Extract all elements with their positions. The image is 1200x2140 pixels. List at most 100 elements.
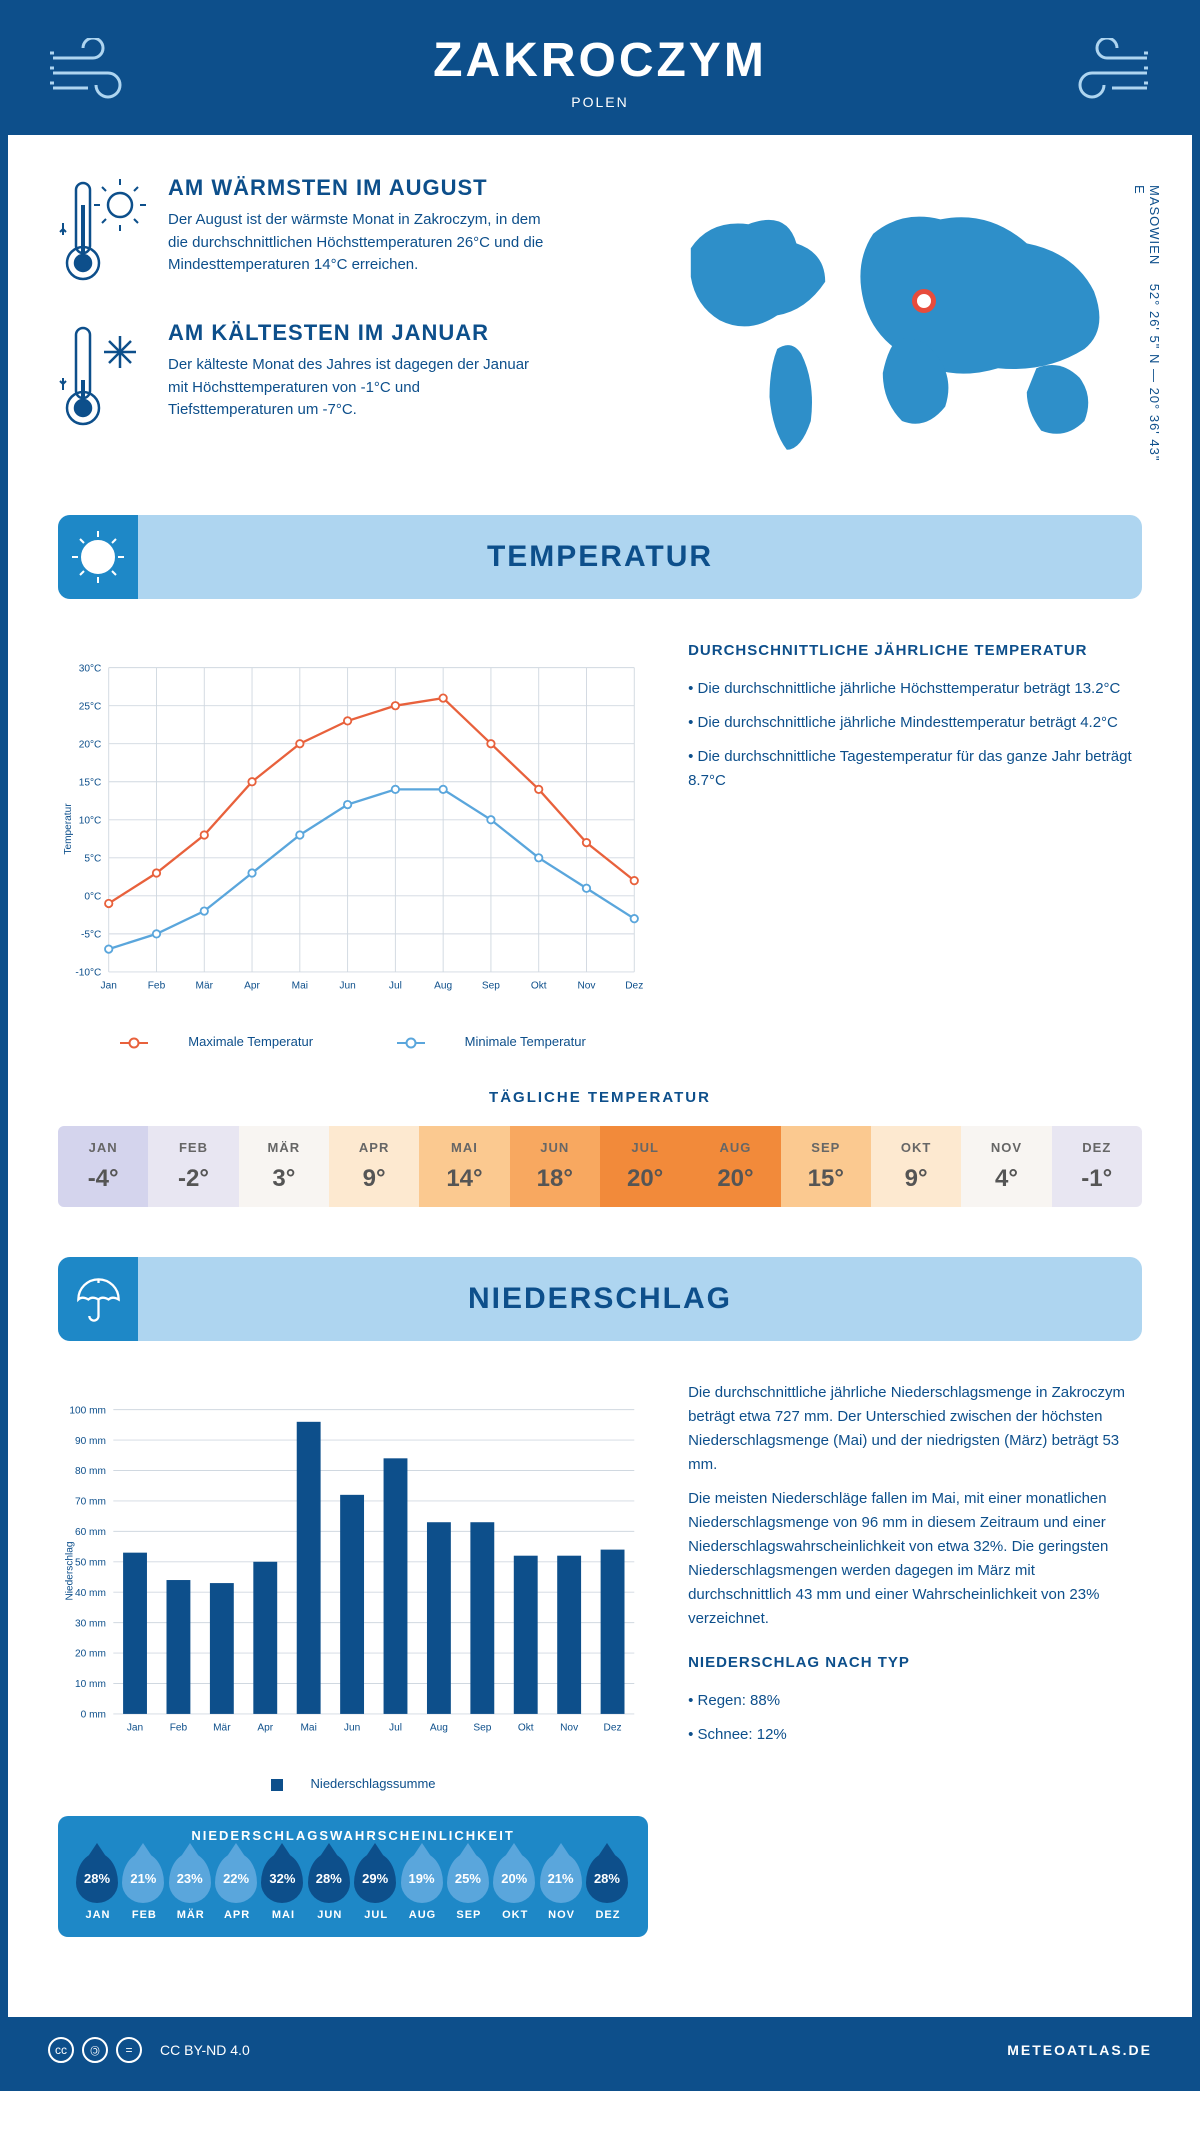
svg-text:10 mm: 10 mm bbox=[75, 1679, 106, 1690]
temp-cell: JAN-4° bbox=[58, 1126, 148, 1207]
stats-title: DURCHSCHNITTLICHE JÄHRLICHE TEMPERATUR bbox=[688, 639, 1142, 663]
svg-text:Jan: Jan bbox=[101, 981, 117, 992]
precipitation-bar-chart: 0 mm10 mm20 mm30 mm40 mm50 mm60 mm70 mm8… bbox=[58, 1381, 648, 1761]
nd-icon: = bbox=[116, 2037, 142, 2063]
fact-coldest: AM KÄLTESTEN IM JANUAR Der kälteste Mona… bbox=[58, 320, 622, 435]
svg-text:10°C: 10°C bbox=[79, 815, 102, 826]
sun-icon bbox=[58, 515, 138, 599]
temperature-stats: DURCHSCHNITTLICHE JÄHRLICHE TEMPERATUR •… bbox=[688, 639, 1142, 1049]
license: cc 🄯 = CC BY-ND 4.0 bbox=[48, 2037, 250, 2063]
probability-drop: 22%APR bbox=[215, 1853, 259, 1921]
license-text: CC BY-ND 4.0 bbox=[160, 2042, 250, 2058]
svg-text:90 mm: 90 mm bbox=[75, 1436, 106, 1447]
temperature-legend: Maximale Temperatur Minimale Temperatur bbox=[58, 1034, 648, 1049]
svg-text:50 mm: 50 mm bbox=[75, 1557, 106, 1568]
precipitation-chart-col: 0 mm10 mm20 mm30 mm40 mm50 mm60 mm70 mm8… bbox=[58, 1381, 648, 1937]
svg-text:Dez: Dez bbox=[604, 1723, 622, 1734]
probability-drop: 29%JUL bbox=[354, 1853, 398, 1921]
probability-drop: 20%OKT bbox=[493, 1853, 537, 1921]
umbrella-icon bbox=[58, 1257, 138, 1341]
svg-text:Mär: Mär bbox=[196, 981, 214, 992]
probability-drop: 23%MÄR bbox=[169, 1853, 213, 1921]
svg-text:Mär: Mär bbox=[213, 1723, 231, 1734]
probability-drop: 28%DEZ bbox=[586, 1853, 630, 1921]
temp-cell: FEB-2° bbox=[148, 1126, 238, 1207]
svg-text:Jul: Jul bbox=[389, 1723, 402, 1734]
city-title: ZAKROCZYM bbox=[28, 33, 1172, 88]
temp-cell: NOV4° bbox=[961, 1126, 1051, 1207]
svg-text:20 mm: 20 mm bbox=[75, 1649, 106, 1660]
stat-line: • Die durchschnittliche jährliche Höchst… bbox=[688, 677, 1142, 701]
svg-text:Apr: Apr bbox=[257, 1723, 273, 1734]
by-icon: 🄯 bbox=[82, 2037, 108, 2063]
svg-text:Mai: Mai bbox=[301, 1723, 317, 1734]
precip-p2: Die meisten Niederschläge fallen im Mai,… bbox=[688, 1487, 1142, 1631]
svg-text:-10°C: -10°C bbox=[75, 968, 101, 979]
precip-type-title: NIEDERSCHLAG NACH TYP bbox=[688, 1651, 1142, 1675]
precipitation-legend: Niederschlagssumme bbox=[58, 1776, 648, 1791]
temp-cell: JUL20° bbox=[600, 1126, 690, 1207]
svg-text:Okt: Okt bbox=[518, 1723, 534, 1734]
probability-drop: 28%JUN bbox=[308, 1853, 352, 1921]
temp-cell: JUN18° bbox=[510, 1126, 600, 1207]
probability-drop: 32%MAI bbox=[261, 1853, 305, 1921]
svg-text:Apr: Apr bbox=[244, 981, 260, 992]
probability-drop: 25%SEP bbox=[447, 1853, 491, 1921]
thermometer-sun-icon bbox=[58, 175, 148, 290]
temp-cell: DEZ-1° bbox=[1052, 1126, 1142, 1207]
svg-text:Aug: Aug bbox=[430, 1723, 448, 1734]
temp-cell: SEP15° bbox=[781, 1126, 871, 1207]
header: ZAKROCZYM POLEN bbox=[8, 8, 1192, 135]
world-map: MASOWIEN 52° 26' 5" N — 20° 36' 43" E bbox=[662, 175, 1142, 475]
temp-cell: OKT9° bbox=[871, 1126, 961, 1207]
svg-text:5°C: 5°C bbox=[84, 854, 101, 865]
svg-text:Mai: Mai bbox=[292, 981, 308, 992]
svg-text:0°C: 0°C bbox=[84, 892, 101, 903]
svg-text:Sep: Sep bbox=[482, 981, 500, 992]
footer: cc 🄯 = CC BY-ND 4.0 METEOATLAS.DE bbox=[8, 2017, 1192, 2083]
svg-text:60 mm: 60 mm bbox=[75, 1527, 106, 1538]
svg-text:Nov: Nov bbox=[560, 1723, 579, 1734]
daily-temp-table: JAN-4°FEB-2°MÄR3°APR9°MAI14°JUN18°JUL20°… bbox=[58, 1126, 1142, 1207]
country-label: POLEN bbox=[28, 94, 1172, 110]
fact-title: AM WÄRMSTEN IM AUGUST bbox=[168, 175, 548, 201]
wind-icon bbox=[1062, 38, 1152, 113]
svg-text:25°C: 25°C bbox=[79, 701, 102, 712]
stat-line: • Die durchschnittliche Tagestemperatur … bbox=[688, 745, 1142, 793]
site-name: METEOATLAS.DE bbox=[1007, 2042, 1152, 2058]
fact-text: Der kälteste Monat des Jahres ist dagege… bbox=[168, 354, 548, 422]
fact-warmest: AM WÄRMSTEN IM AUGUST Der August ist der… bbox=[58, 175, 622, 290]
precipitation-body: 0 mm10 mm20 mm30 mm40 mm50 mm60 mm70 mm8… bbox=[58, 1381, 1142, 1937]
precip-p1: Die durchschnittliche jährliche Niedersc… bbox=[688, 1381, 1142, 1477]
svg-text:70 mm: 70 mm bbox=[75, 1497, 106, 1508]
svg-text:Niederschlag: Niederschlag bbox=[65, 1541, 76, 1600]
map-pin-icon bbox=[912, 289, 936, 313]
temp-cell: MAI14° bbox=[419, 1126, 509, 1207]
precipitation-text: Die durchschnittliche jährliche Niedersc… bbox=[688, 1381, 1142, 1937]
temp-cell: AUG20° bbox=[690, 1126, 780, 1207]
svg-text:30°C: 30°C bbox=[79, 663, 102, 674]
thermometer-snow-icon bbox=[58, 320, 148, 435]
section-header-temperature: TEMPERATUR bbox=[58, 515, 1142, 599]
temp-cell: MÄR3° bbox=[239, 1126, 329, 1207]
svg-text:15°C: 15°C bbox=[79, 777, 102, 788]
svg-text:0 mm: 0 mm bbox=[81, 1710, 106, 1721]
main-content: AM WÄRMSTEN IM AUGUST Der August ist der… bbox=[8, 135, 1192, 2017]
wind-icon bbox=[48, 38, 138, 113]
svg-text:Nov: Nov bbox=[577, 981, 596, 992]
svg-text:Dez: Dez bbox=[625, 981, 643, 992]
fact-title: AM KÄLTESTEN IM JANUAR bbox=[168, 320, 548, 346]
prob-title: NIEDERSCHLAGSWAHRSCHEINLICHKEIT bbox=[76, 1828, 630, 1843]
probability-drop: 21%NOV bbox=[540, 1853, 584, 1921]
daily-temp-title: TÄGLICHE TEMPERATUR bbox=[58, 1089, 1142, 1106]
temperature-body: -10°C-5°C0°C5°C10°C15°C20°C25°C30°CJanFe… bbox=[58, 639, 1142, 1049]
svg-text:40 mm: 40 mm bbox=[75, 1588, 106, 1599]
svg-text:80 mm: 80 mm bbox=[75, 1466, 106, 1477]
section-title: NIEDERSCHLAG bbox=[468, 1282, 732, 1315]
svg-text:-5°C: -5°C bbox=[81, 930, 101, 941]
svg-text:Aug: Aug bbox=[434, 981, 452, 992]
svg-text:Jun: Jun bbox=[344, 1723, 360, 1734]
type-line: • Schnee: 12% bbox=[688, 1723, 1142, 1747]
probability-drop: 19%AUG bbox=[401, 1853, 445, 1921]
page-frame: ZAKROCZYM POLEN AM WÄRMSTEN IM AUGUS bbox=[0, 0, 1200, 2091]
